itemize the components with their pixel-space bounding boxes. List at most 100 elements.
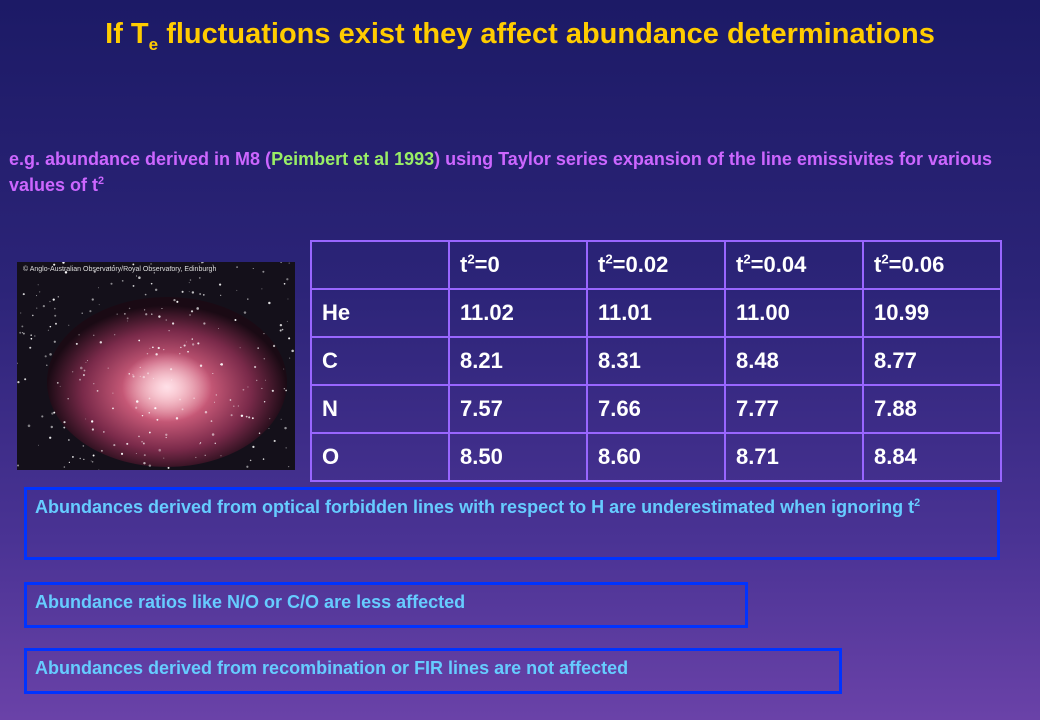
star bbox=[148, 464, 152, 467]
star bbox=[268, 428, 270, 430]
superscript: 2 bbox=[743, 251, 751, 267]
star bbox=[63, 269, 65, 271]
star bbox=[285, 389, 287, 392]
star bbox=[41, 415, 44, 418]
star bbox=[135, 400, 139, 403]
intro: e.g. abundance derived in M8 (Peimbert e… bbox=[9, 146, 1029, 198]
star bbox=[132, 263, 135, 266]
star bbox=[128, 373, 130, 375]
star bbox=[142, 442, 145, 445]
star bbox=[247, 386, 249, 388]
superscript: 2 bbox=[98, 175, 105, 187]
star bbox=[143, 309, 146, 311]
superscript: 2 bbox=[605, 251, 613, 267]
star bbox=[39, 291, 41, 293]
star bbox=[287, 298, 289, 300]
star bbox=[87, 360, 88, 362]
star bbox=[138, 435, 140, 438]
header-text: =0.04 bbox=[750, 252, 807, 277]
value-cell: 7.77 bbox=[724, 384, 864, 434]
star bbox=[199, 293, 202, 296]
star bbox=[53, 263, 56, 266]
star bbox=[199, 364, 203, 367]
star bbox=[165, 436, 167, 439]
star bbox=[82, 374, 85, 377]
star bbox=[253, 365, 257, 369]
star bbox=[195, 456, 197, 458]
star bbox=[24, 378, 27, 381]
star bbox=[17, 381, 20, 384]
star bbox=[147, 372, 150, 375]
star bbox=[242, 388, 245, 391]
star bbox=[96, 389, 99, 392]
star bbox=[170, 266, 172, 268]
star bbox=[64, 271, 68, 274]
star bbox=[91, 298, 94, 301]
star bbox=[36, 307, 38, 309]
star bbox=[143, 454, 146, 457]
star bbox=[154, 288, 158, 292]
value-cell: 8.77 bbox=[862, 336, 1002, 386]
star bbox=[233, 405, 235, 407]
star bbox=[156, 418, 159, 421]
star bbox=[121, 279, 124, 282]
superscript: 2 bbox=[881, 251, 889, 267]
star bbox=[138, 339, 141, 342]
star bbox=[89, 310, 92, 313]
star bbox=[44, 355, 47, 358]
header-text: =0 bbox=[474, 252, 500, 277]
star bbox=[63, 426, 66, 429]
header-text: =0.06 bbox=[888, 252, 945, 277]
star bbox=[92, 454, 95, 457]
star bbox=[49, 325, 52, 328]
star bbox=[85, 418, 87, 420]
star bbox=[135, 452, 137, 455]
title-text: fluctuations exist they affect abundance… bbox=[166, 18, 935, 50]
header-text: t bbox=[598, 252, 606, 277]
star bbox=[165, 319, 167, 321]
intro-text: ) using Taylor series expansion of the l… bbox=[9, 149, 992, 195]
header-text: t bbox=[736, 252, 744, 277]
star bbox=[34, 335, 36, 337]
star bbox=[257, 347, 259, 349]
star bbox=[82, 445, 85, 447]
star bbox=[181, 408, 184, 411]
star bbox=[99, 341, 103, 344]
star bbox=[52, 298, 55, 301]
star bbox=[239, 347, 241, 349]
star bbox=[79, 366, 83, 370]
star bbox=[141, 440, 143, 443]
slide-title: If Te fluctuations exist they affect abu… bbox=[0, 10, 1040, 69]
star bbox=[247, 298, 249, 300]
star bbox=[55, 322, 57, 325]
star bbox=[135, 406, 138, 409]
star bbox=[114, 334, 116, 336]
star bbox=[163, 457, 165, 459]
star bbox=[210, 420, 213, 422]
header-text: t bbox=[874, 252, 882, 277]
star bbox=[283, 368, 285, 370]
star bbox=[201, 262, 203, 264]
star bbox=[199, 443, 201, 445]
star bbox=[236, 266, 238, 268]
star bbox=[196, 307, 199, 310]
value-cell: 10.99 bbox=[862, 288, 1002, 338]
star bbox=[243, 311, 247, 314]
star bbox=[79, 378, 81, 381]
note-text: Abundances derived from optical forbidde… bbox=[35, 497, 915, 517]
header-cell: t2=0.04 bbox=[724, 240, 864, 290]
star bbox=[113, 265, 115, 267]
star bbox=[262, 270, 265, 273]
star bbox=[152, 346, 154, 349]
star bbox=[279, 329, 282, 332]
star bbox=[50, 425, 53, 429]
star bbox=[144, 293, 147, 296]
star bbox=[85, 361, 87, 363]
star bbox=[234, 319, 237, 322]
header-cell: t2=0 bbox=[448, 240, 588, 290]
note-box: Abundance ratios like N/O or C/O are les… bbox=[24, 582, 748, 628]
star bbox=[268, 301, 271, 305]
star bbox=[78, 334, 80, 336]
title-text: If T bbox=[105, 18, 149, 50]
star bbox=[188, 291, 190, 293]
